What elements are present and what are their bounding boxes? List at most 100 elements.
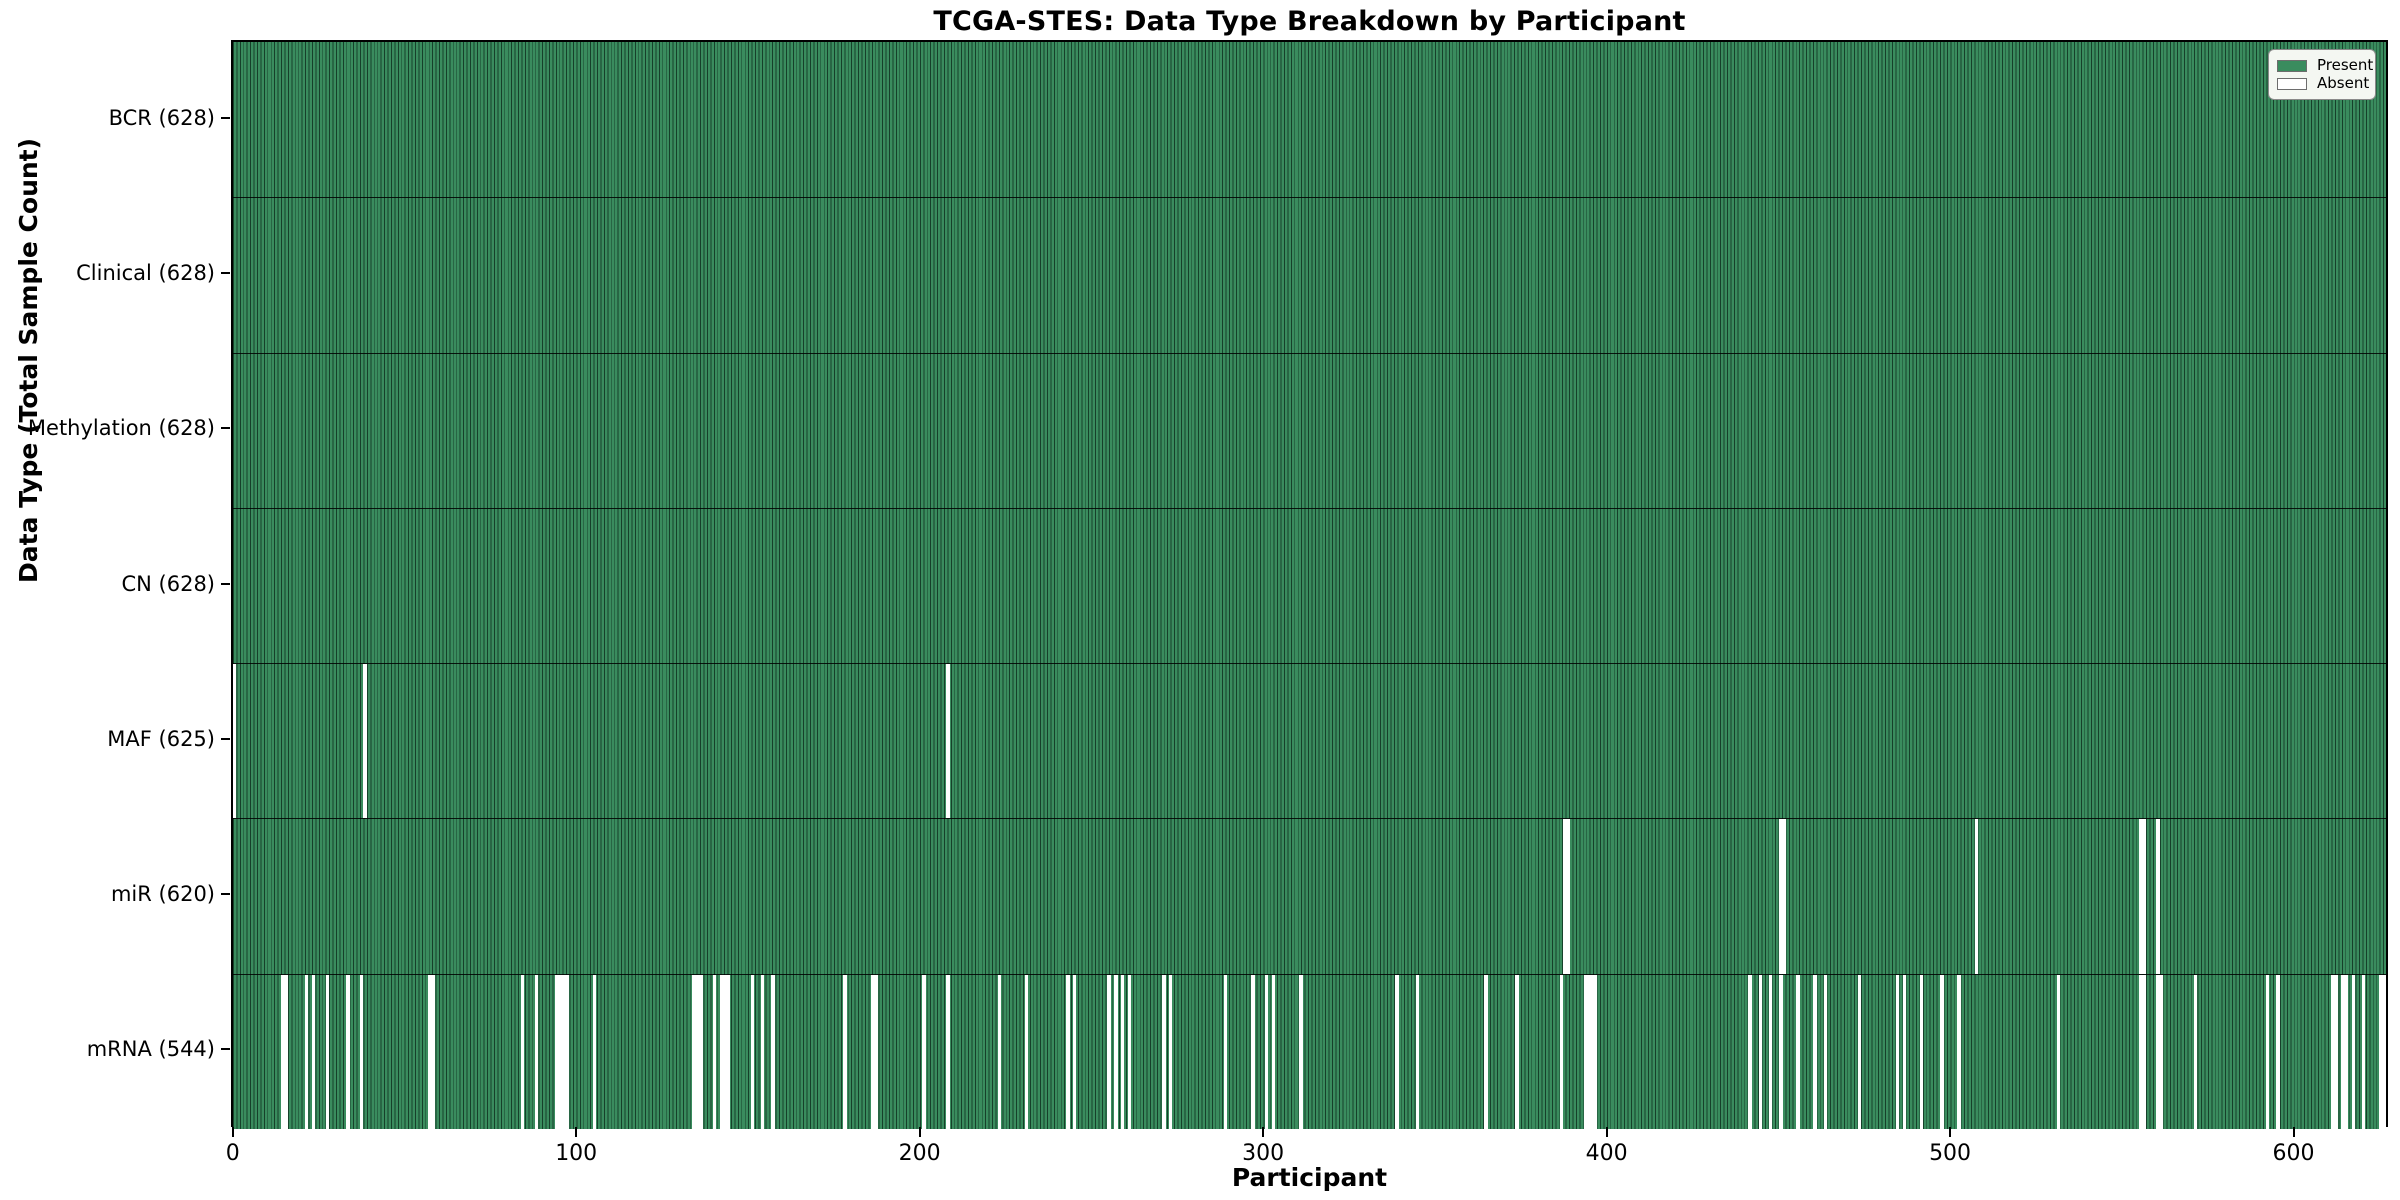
absent-bar [1957,974,1961,1129]
absent-bar [1796,974,1800,1129]
absent-bar [2142,819,2146,974]
ytick-label-miR: miR (620) [110,882,215,907]
absent-bar [534,974,539,1129]
absent-bar [1024,974,1029,1129]
ytick-label-BCR: BCR (628) [108,105,215,130]
absent-bar [1974,819,1979,974]
absent-bar [2156,819,2160,974]
absent-bar [1583,974,1588,1129]
legend-entry-present: Present [2277,57,2373,74]
absent-bar [760,974,765,1129]
y-axis-label: Data Type (Total Sample Count) [14,137,43,583]
absent-bar [1823,974,1828,1129]
absent-bar [2142,974,2146,1129]
absent-bar [1107,974,1111,1129]
absent-bar [2379,974,2383,1129]
absent-bar [2139,974,2143,1129]
absent-bar [771,974,775,1129]
row-Clinical [233,197,2386,353]
absent-bar [2266,974,2270,1129]
absent-bar [2139,819,2143,974]
absent-bar [1813,974,1817,1129]
absent-bar [233,664,237,819]
absent-bar [1072,974,1077,1129]
absent-bar [2334,974,2338,1129]
absent-bar [870,974,875,1129]
xtick-label-200: 200 [898,1141,941,1166]
row-BCR [233,42,2386,198]
absent-bar [712,974,717,1129]
absent-bar [592,974,597,1129]
absent-bar [1114,974,1118,1129]
absent-bar [311,974,316,1129]
absent-bar [723,974,727,1129]
heatmap-rows [233,42,2386,1129]
absent-bar [1768,974,1773,1129]
xtick-mark [1262,1127,1265,1137]
absent-bar [363,664,367,819]
absent-bar [997,974,1001,1129]
xtick-mark [2292,1127,2295,1137]
absent-bar [555,974,559,1129]
absent-bar [1484,974,1488,1129]
absent-bar [2056,974,2061,1129]
absent-bar [692,974,696,1129]
absent-bar [1515,974,1519,1129]
absent-bar [284,974,288,1129]
ytick-mark [221,271,230,274]
ytick-mark [221,893,230,896]
absent-bar [2156,974,2160,1129]
absent-bar [1264,974,1269,1129]
absent-bar [1895,974,1900,1129]
xtick-label-0: 0 [225,1141,240,1166]
ytick-label-Methylation: Methylation (628) [27,416,215,441]
chart-title: TCGA-STES: Data Type Breakdown by Partic… [933,6,1686,37]
absent-bar [695,974,700,1129]
absent-bar [1919,974,1924,1129]
xtick-label-100: 100 [555,1141,598,1166]
x-axis-label: Participant [1231,1163,1388,1192]
absent-bar [304,974,309,1129]
absent-bar [520,974,525,1129]
xtick-label-300: 300 [1242,1141,1285,1166]
xtick-label-500: 500 [1929,1141,1972,1166]
row-MAF [233,663,2386,819]
absent-bar [726,974,731,1129]
absent-bar [428,974,432,1129]
absent-bar [431,974,436,1129]
absent-bar [2276,974,2280,1129]
absent-bar [750,974,755,1129]
absent-bar [562,974,566,1129]
absent-bar [874,974,878,1129]
plot-area: Present Absent [231,40,2388,1129]
absent-bar [2194,974,2198,1129]
absent-bar [946,664,950,819]
legend: Present Absent [2268,49,2376,100]
absent-bar [1779,819,1783,974]
absent-bar [325,974,329,1129]
absent-bar [359,974,364,1129]
absent-bar [1415,974,1420,1129]
absent-bar [1120,974,1125,1129]
absent-bar [1902,974,1907,1129]
absent-bar [1563,819,1567,974]
legend-entry-absent: Absent [2277,74,2370,92]
absent-bar [2159,974,2164,1129]
ytick-mark [221,1048,230,1051]
legend-absent-label: Absent [2317,74,2370,92]
absent-bar [719,974,724,1129]
absent-bar [1251,974,1255,1129]
absent-bar [2382,974,2386,1129]
row-CN [233,507,2386,664]
absent-bar [1748,974,1752,1129]
xtick-mark [575,1127,578,1137]
xtick-label-400: 400 [1585,1141,1628,1166]
absent-bar [1779,974,1783,1129]
absent-bar [1940,974,1944,1129]
ytick-mark [221,737,230,740]
row-mRNA [233,973,2386,1129]
absent-bar [1127,974,1132,1129]
absent-bar [1590,974,1595,1129]
absent-bar [1271,974,1276,1129]
